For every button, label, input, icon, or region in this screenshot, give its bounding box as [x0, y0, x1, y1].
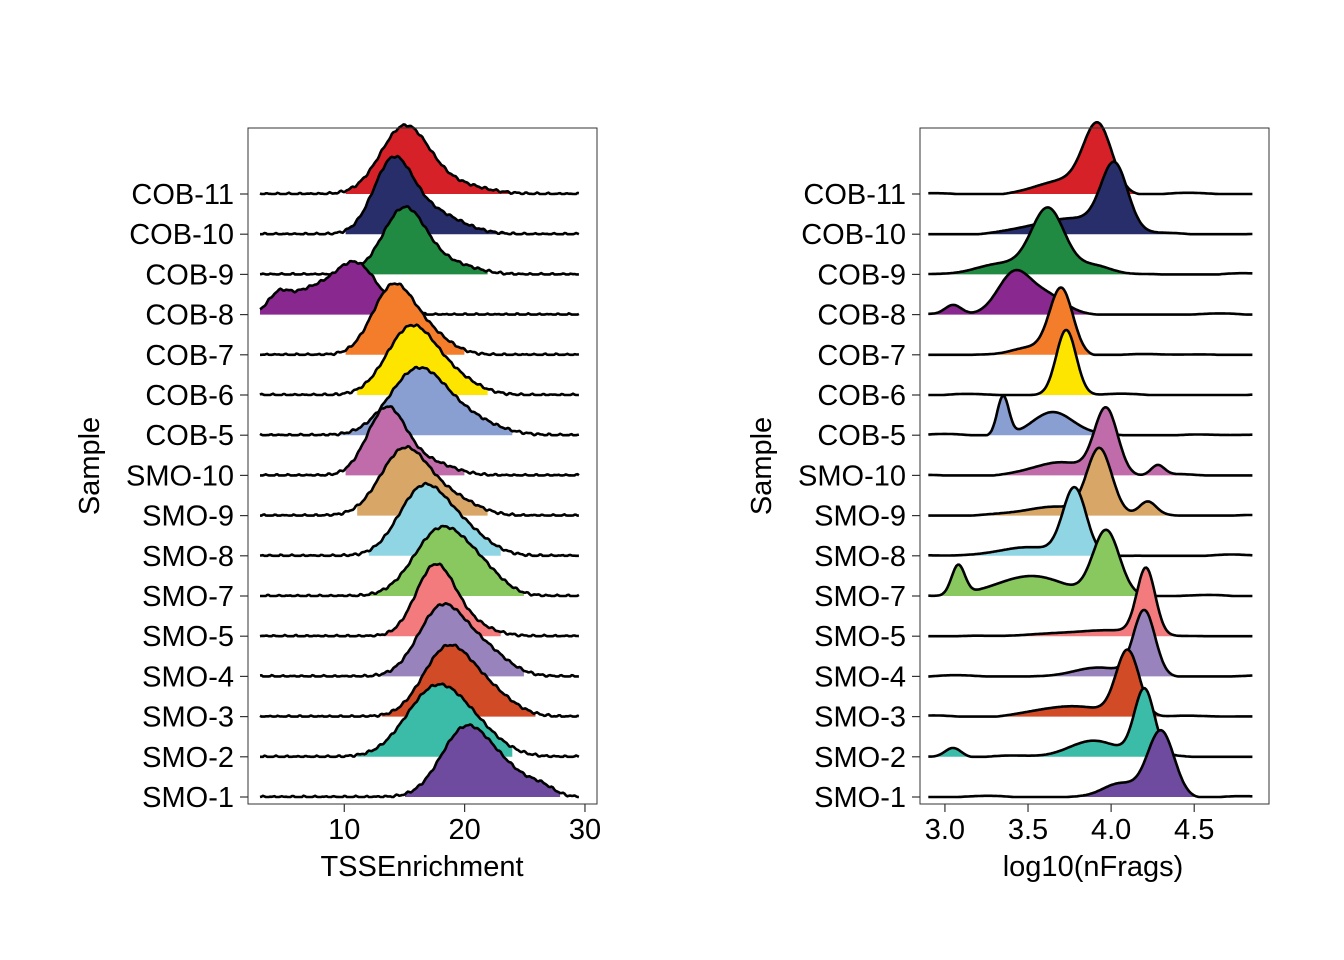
- tss-sample-label: SMO-10: [126, 460, 234, 492]
- tss-sample-label: COB-8: [145, 300, 234, 332]
- nfrags-y-axis-title: Sample: [746, 417, 778, 515]
- nfrags-sample-label: COB-8: [817, 300, 906, 332]
- tss-sample-label: SMO-8: [142, 541, 234, 573]
- tss-y-axis-title: Sample: [74, 417, 106, 515]
- tss-x-tick-label: 30: [569, 814, 601, 846]
- tss-x-axis-title: TSSEnrichment: [320, 851, 523, 883]
- nfrags-sample-label: SMO-5: [814, 621, 906, 653]
- nfrags-sample-label: COB-5: [817, 420, 906, 452]
- nfrags-sample-label: SMO-9: [814, 501, 906, 533]
- nfrags-sample-label: COB-9: [817, 259, 906, 291]
- nfrags-x-axis-title: log10(nFrags): [1003, 851, 1184, 883]
- nfrags-sample-label: SMO-7: [814, 581, 906, 613]
- nfrags-sample-label: SMO-3: [814, 702, 906, 734]
- nfrags-sample-label: SMO-10: [798, 460, 906, 492]
- nfrags-sample-label: COB-10: [801, 219, 906, 251]
- tss-x-tick-label: 20: [448, 814, 480, 846]
- tss-sample-label: SMO-7: [142, 581, 234, 613]
- nfrags-x-tick-label: 3.0: [925, 814, 965, 846]
- tss-sample-label: COB-7: [145, 340, 234, 372]
- tss-sample-label: COB-6: [145, 380, 234, 412]
- nfrags-sample-label: SMO-4: [814, 661, 906, 693]
- tss-sample-label: SMO-5: [142, 621, 234, 653]
- nfrags-sample-label: SMO-2: [814, 742, 906, 774]
- tss-sample-label: COB-9: [145, 259, 234, 291]
- tss-sample-label: SMO-9: [142, 501, 234, 533]
- nfrags-sample-label: COB-6: [817, 380, 906, 412]
- tss-sample-label: SMO-4: [142, 661, 234, 693]
- nfrags-sample-label: SMO-1: [814, 782, 906, 814]
- tss-sample-label: SMO-2: [142, 742, 234, 774]
- nfrags-sample-label: COB-11: [803, 179, 906, 211]
- nfrags-x-tick-label: 3.5: [1008, 814, 1048, 846]
- nfrags-x-tick-label: 4.5: [1174, 814, 1214, 846]
- nfrags-sample-label: SMO-8: [814, 541, 906, 573]
- tss-x-tick-label: 10: [328, 814, 360, 846]
- ridgeline-figure: COB-11 COB-10 COB-9 COB-8 COB-7 COB-6 COB-5 SMO…: [0, 0, 1344, 960]
- tss-sample-label: SMO-3: [142, 702, 234, 734]
- nfrags-sample-label: COB-7: [817, 340, 906, 372]
- nfrags-x-tick-label: 4.0: [1091, 814, 1131, 846]
- tss-sample-label: COB-5: [145, 420, 234, 452]
- tss-sample-label: SMO-1: [142, 782, 234, 814]
- tss-sample-label: COB-11: [131, 179, 234, 211]
- tss-sample-label: COB-10: [129, 219, 234, 251]
